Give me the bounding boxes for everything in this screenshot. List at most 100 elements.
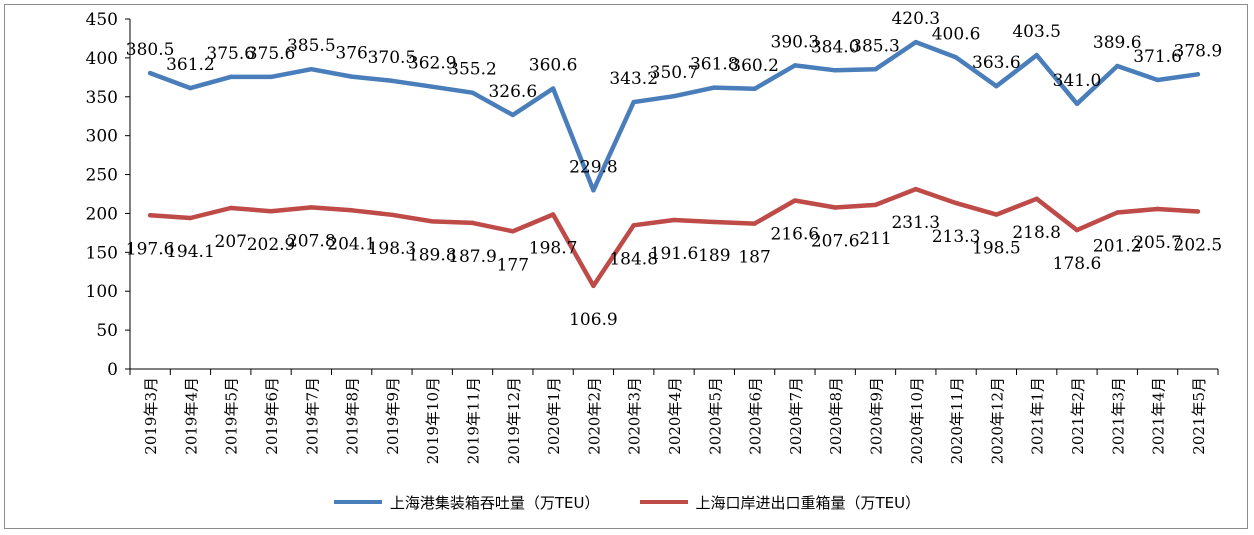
- data-point-throughput: [631, 99, 636, 105]
- data-point-throughput: [147, 70, 153, 76]
- data-label-heavy-containers: 211: [859, 229, 891, 249]
- data-label-throughput: 375.6: [247, 44, 296, 64]
- data-point-throughput: [188, 85, 193, 91]
- data-label-throughput: 376: [335, 44, 367, 64]
- data-label-throughput: 400.6: [932, 24, 981, 44]
- data-point-throughput: [228, 74, 233, 80]
- data-label-heavy-containers: 216.6: [771, 225, 820, 245]
- data-point-heavy-containers: [1115, 210, 1120, 215]
- data-point-heavy-containers: [389, 212, 395, 217]
- y-tick-label: 350: [86, 88, 118, 108]
- data-point-heavy-containers: [994, 212, 999, 217]
- data-label-throughput: 385.5: [287, 36, 336, 56]
- data-label-heavy-containers: 207: [215, 232, 247, 252]
- data-label-heavy-containers: 198.5: [972, 239, 1021, 259]
- data-point-throughput: [873, 67, 878, 72]
- data-point-heavy-containers: [309, 205, 314, 210]
- y-tick-label: 450: [86, 10, 118, 30]
- data-point-heavy-containers: [873, 202, 878, 208]
- data-label-throughput: 362.9: [408, 54, 457, 74]
- data-label-heavy-containers: 189.8: [408, 245, 457, 265]
- x-tick-label: 2019年7月: [303, 377, 321, 455]
- data-label-throughput: 380.5: [126, 40, 175, 60]
- data-label-throughput: 350.7: [650, 63, 699, 83]
- data-point-throughput: [430, 84, 435, 89]
- data-point-heavy-containers: [430, 219, 435, 224]
- data-point-heavy-containers: [752, 221, 757, 226]
- x-tick-label: 2021年4月: [1150, 377, 1168, 455]
- data-label-throughput: 390.3: [771, 32, 820, 52]
- x-tick-label: 2020年7月: [787, 377, 805, 455]
- data-label-throughput: 385.3: [851, 36, 900, 56]
- data-label-throughput: 420.3: [891, 9, 940, 29]
- data-label-heavy-containers: 198.7: [529, 238, 578, 258]
- data-point-throughput: [349, 74, 354, 79]
- data-label-heavy-containers: 202.5: [1174, 236, 1223, 256]
- x-tick-label: 2019年6月: [263, 377, 281, 455]
- x-tick-label: 2020年8月: [827, 377, 845, 455]
- data-label-heavy-containers: 218.8: [1012, 223, 1061, 243]
- y-tick-label: 200: [86, 204, 118, 224]
- chart-series: [147, 39, 1201, 289]
- data-point-throughput: [994, 84, 999, 89]
- y-tick-label: 300: [86, 127, 118, 147]
- data-label-throughput: 384.0: [811, 37, 860, 57]
- y-tick-label: 400: [86, 49, 118, 69]
- x-tick-label: 2020年1月: [545, 377, 563, 455]
- data-point-throughput: [1074, 101, 1080, 106]
- data-label-heavy-containers: 177: [497, 255, 529, 275]
- data-point-heavy-containers: [913, 186, 918, 192]
- chart-legend: 上海港集装箱吞吐量（万TEU） 上海口岸进出口重箱量（万TEU）: [0, 488, 1254, 516]
- data-label-throughput: 371.6: [1133, 47, 1182, 67]
- y-tick-label: 100: [86, 282, 118, 302]
- y-tick-label: 250: [86, 166, 118, 186]
- x-tick-label: 2020年6月: [747, 377, 765, 455]
- data-point-throughput: [550, 86, 556, 91]
- legend-swatch-red: [639, 500, 688, 504]
- data-label-heavy-containers: 213.3: [932, 227, 981, 247]
- data-point-throughput: [792, 63, 798, 68]
- data-label-heavy-containers: 194.1: [166, 242, 215, 262]
- data-label-throughput: 343.2: [609, 69, 658, 89]
- data-point-heavy-containers: [792, 198, 798, 203]
- data-point-heavy-containers: [1074, 227, 1080, 233]
- y-tick-label: 0: [107, 360, 118, 380]
- data-label-heavy-containers: 189: [698, 246, 730, 266]
- data-point-throughput: [832, 68, 838, 73]
- data-point-throughput: [510, 112, 516, 118]
- data-point-heavy-containers: [591, 283, 596, 289]
- data-label-heavy-containers: 178.6: [1053, 254, 1102, 274]
- data-point-throughput: [309, 66, 314, 72]
- data-label-heavy-containers: 202.9: [247, 235, 296, 255]
- legend-swatch-blue: [333, 500, 382, 504]
- x-tick-label: 2019年8月: [344, 377, 362, 455]
- x-tick-label: 2019年10月: [424, 377, 442, 464]
- data-point-heavy-containers: [712, 219, 717, 225]
- data-label-throughput: 389.6: [1093, 33, 1142, 53]
- data-point-heavy-containers: [349, 208, 354, 213]
- data-point-throughput: [470, 90, 475, 95]
- data-point-throughput: [268, 74, 274, 80]
- chart-frame: [4, 4, 1248, 529]
- data-label-heavy-containers: 197.6: [126, 239, 175, 259]
- x-tick-label: 2019年12月: [505, 377, 523, 464]
- data-label-heavy-containers: 191.6: [650, 244, 699, 264]
- data-point-heavy-containers: [470, 220, 475, 226]
- data-point-throughput: [591, 188, 596, 193]
- chart-axes: 0 50 100 150 200 250 300 350 400 450 2019年3月 2019年4…: [86, 10, 1219, 464]
- legend-item-heavy-containers: 上海口岸进出口重箱量（万TEU）: [639, 492, 920, 513]
- data-label-throughput: 361.2: [166, 55, 215, 75]
- x-tick-label: 2020年11月: [948, 377, 966, 464]
- data-label-heavy-containers: 201.2: [1093, 237, 1142, 257]
- x-tick-label: 2020年2月: [585, 377, 603, 455]
- data-point-throughput: [953, 55, 959, 60]
- x-tick-label: 2021年1月: [1029, 377, 1047, 455]
- x-tick-label: 2021年2月: [1069, 377, 1087, 455]
- data-point-throughput: [1155, 77, 1160, 83]
- data-point-heavy-containers: [510, 229, 516, 234]
- legend-item-throughput: 上海港集装箱吞吐量（万TEU）: [333, 492, 600, 513]
- data-point-heavy-containers: [671, 217, 677, 223]
- x-tick-label: 2020年4月: [666, 377, 684, 455]
